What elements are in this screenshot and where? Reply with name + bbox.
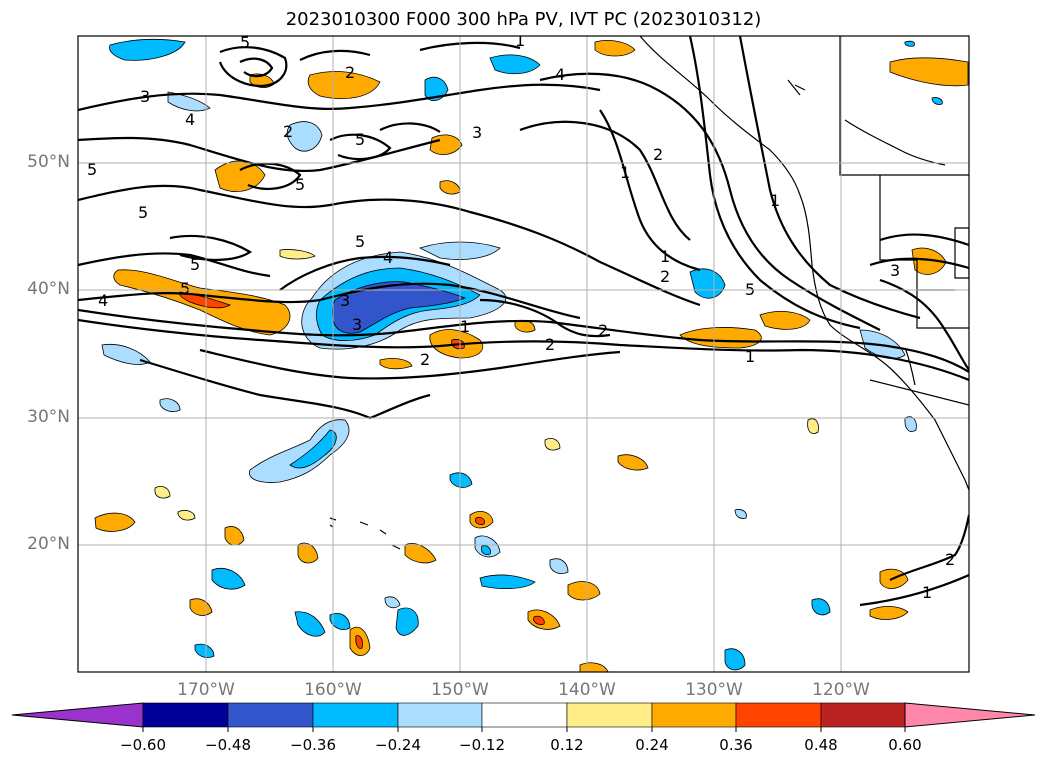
contour-label: 4: [555, 65, 565, 84]
contour-label: 2: [653, 145, 663, 164]
gridlines: [78, 36, 969, 672]
colorbar-tick-label: 0.24: [635, 736, 669, 754]
contour-label: 3: [890, 261, 900, 280]
contour-label: 1: [922, 583, 932, 602]
contour-label: 1: [770, 191, 780, 210]
contour-label: 4: [185, 110, 195, 129]
contour-label: 5: [87, 160, 97, 179]
lat-label: 40°N: [27, 279, 70, 299]
contour-label: 2: [598, 321, 608, 340]
contour-label: 5: [240, 33, 250, 52]
contour-label: 1: [660, 247, 670, 266]
contour-label: 1: [515, 31, 525, 50]
lat-label: 50°N: [27, 152, 70, 172]
contour-label: 5: [355, 232, 365, 251]
contour-label: 5: [295, 175, 305, 194]
contour-label: 2: [420, 350, 430, 369]
colorbar-segment: [481, 702, 568, 728]
contour-label: 3: [340, 291, 350, 310]
colorbar-segment: [566, 702, 653, 728]
contour-label: 1: [745, 347, 755, 366]
contour-label: 3: [140, 87, 150, 106]
contour-label: 2: [345, 63, 355, 82]
lat-label: 30°N: [27, 407, 70, 427]
colorbar-tick-label: 0.36: [719, 736, 753, 754]
colorbar-segment: [651, 702, 737, 728]
contour-label: 2: [545, 335, 555, 354]
colorbar-extend-min: [11, 702, 144, 728]
lon-label: 150°W: [431, 680, 489, 700]
pv-contours: [78, 36, 969, 607]
colorbar-tick-label: −0.36: [290, 736, 336, 754]
contour-label: 1: [620, 163, 630, 182]
colorbar-tick-label: −0.48: [205, 736, 251, 754]
map-panel: 3 4 5 5 5 5 4 5 4 3 3 1 2 3 4 1 1 2 1 2 …: [78, 31, 969, 672]
contour-label: 5: [190, 255, 200, 274]
contour-label: 2: [660, 267, 670, 286]
colorbar-segment: [820, 702, 906, 728]
contour-label: 2: [945, 550, 955, 569]
colorbar-tick-label: 0.60: [888, 736, 922, 754]
colorbar-tick-label: 0.12: [550, 736, 584, 754]
lon-label: 170°W: [177, 680, 235, 700]
pv-shading: [94, 38, 969, 672]
contour-label: 2: [283, 122, 293, 141]
colorbar-tick-label: −0.60: [120, 736, 166, 754]
colorbar-segment: [142, 702, 229, 728]
colorbar-segment: [227, 702, 314, 728]
lon-label: 120°W: [812, 680, 870, 700]
colorbar-segment: [735, 702, 822, 728]
map-title: 2023010300 F000 300 hPa PV, IVT PC (2023…: [285, 9, 762, 30]
lon-label: 160°W: [304, 680, 362, 700]
contour-label: 5: [138, 203, 148, 222]
map-frame: [77, 35, 970, 673]
colorbar-tick-label: 0.48: [804, 736, 838, 754]
colorbar-tick-label: −0.24: [375, 736, 421, 754]
lon-label: 130°W: [685, 680, 743, 700]
colorbar-segment: [397, 702, 483, 728]
contour-label: 1: [460, 317, 470, 336]
colorbar: [11, 702, 1036, 732]
colorbar-segment: [312, 702, 399, 728]
negative-anomaly-south: [249, 419, 350, 483]
lon-label: 140°W: [558, 680, 616, 700]
contour-label: 4: [383, 248, 393, 267]
contour-label: 5: [355, 130, 365, 149]
contour-label: 5: [180, 279, 190, 298]
contour-label: 3: [352, 315, 362, 334]
colorbar-tick-label: −0.12: [459, 736, 505, 754]
colorbar-extend-max: [904, 702, 1036, 728]
contour-label: 4: [98, 291, 108, 310]
lat-label: 20°N: [27, 534, 70, 554]
contour-label: 3: [472, 123, 482, 142]
